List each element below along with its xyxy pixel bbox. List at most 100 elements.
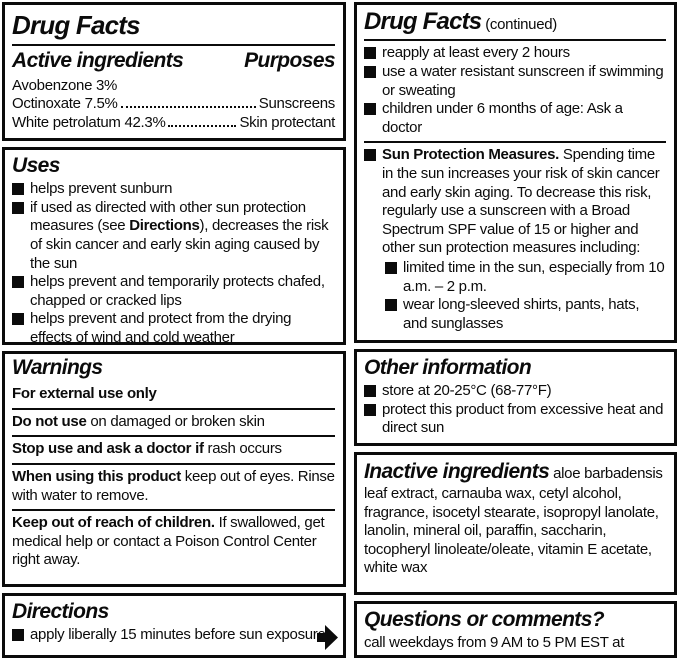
bold-segment: Sun Protection Measures. [382, 146, 560, 164]
phone-number: 1-877-227-3421 [364, 653, 666, 655]
continued-title-row: Drug Facts (continued) [364, 8, 666, 35]
divider [12, 43, 335, 46]
warning-row: Keep out of reach of children. If swallo… [12, 509, 335, 574]
list-item: helps prevent sunburn [12, 180, 335, 199]
square-bullet-icon [12, 276, 24, 289]
square-bullet-icon [364, 385, 376, 398]
warning-bold: For external use only [12, 385, 157, 403]
warning-text: If swallowed, get medical help or contac… [12, 514, 325, 569]
list-item-text: reapply at least every 2 hours [382, 44, 570, 62]
square-bullet-icon [364, 103, 376, 116]
square-bullet-icon [12, 201, 24, 214]
list-item-text: helps prevent and temporarily protects c… [30, 273, 325, 309]
square-bullet-icon [12, 313, 24, 326]
warning-bold: Stop use and ask a doctor if [12, 440, 204, 458]
bold-segment: Directions [129, 217, 200, 235]
square-bullet-icon [12, 183, 24, 196]
warnings-list: For external use only Do not use on dama… [12, 382, 335, 574]
ingredient-purpose: Sunscreens [258, 95, 336, 113]
ingredient-rows: Avobenzone 3% Octinoxate 7.5% Sunscreens… [12, 77, 335, 133]
sun-protection-text: Sun Protection Measures. Spending time i… [382, 146, 666, 258]
dotted-leader [120, 106, 256, 109]
square-bullet-icon [364, 149, 376, 162]
square-bullet-icon [364, 65, 376, 78]
list-item-text: store at 20-25°C (68-77°F) [382, 382, 552, 400]
directions-panel: Directions apply liberally 15 minutes be… [2, 593, 346, 658]
list-item: if used as directed with other sun prote… [12, 199, 335, 273]
ingredient-purpose: Skin protectant [239, 113, 335, 131]
square-bullet-icon [385, 261, 397, 274]
purposes-heading: Purposes [244, 48, 336, 72]
questions-panel: Questions or comments? call weekdays fro… [354, 601, 677, 658]
ingredient-name: Octinoxate 7.5% [12, 95, 118, 113]
other-information-panel: Other information store at 20-25°C (68-7… [354, 349, 677, 446]
dotted-leader [168, 124, 237, 127]
right-column: Drug Facts (continued) reapply at least … [354, 2, 677, 658]
list-item: wear long-sleeved shirts, pants, hats, a… [385, 296, 666, 333]
other-information-list: store at 20-25°C (68-77°F) protect this … [364, 382, 666, 438]
warning-bold: Keep out of reach of children. [12, 514, 215, 532]
square-bullet-icon [364, 47, 376, 60]
active-ingredients-heading: Active ingredients [12, 48, 184, 72]
list-item-text: protect this product from excessive heat… [382, 400, 664, 437]
questions-heading: Questions or comments? [364, 608, 605, 631]
left-column: Drug Facts Active ingredients Purposes A… [2, 2, 346, 658]
active-ingredients-header: Active ingredients Purposes [12, 48, 336, 75]
warnings-heading: Warnings [12, 356, 103, 379]
ingredient-row: White petrolatum 42.3% Skin protectant [12, 114, 335, 133]
warning-text: rash occurs [203, 440, 283, 458]
sun-protection-item: Sun Protection Measures. Spending time i… [364, 146, 666, 258]
list-item-text: wear long-sleeved shirts, pants, hats, a… [403, 296, 640, 332]
list-item: limited time in the sun, especially from… [385, 259, 666, 296]
list-item: apply liberally 15 minutes before sun ex… [12, 626, 335, 645]
directions-heading: Directions [12, 600, 109, 623]
list-item: helps prevent and temporarily protects c… [12, 273, 335, 310]
continued-list: reapply at least every 2 hours use a wat… [364, 44, 666, 137]
divider [364, 141, 666, 144]
list-item: helps prevent and protect from the dryin… [12, 310, 335, 342]
list-item-text: if used as directed with other sun prote… [30, 199, 335, 273]
other-information-heading: Other information [364, 356, 532, 379]
ingredient-name: Avobenzone 3% [12, 76, 118, 94]
warning-row: When using this product keep out of eyes… [12, 462, 335, 509]
drug-facts-title: Drug Facts [12, 10, 141, 40]
text-segment: aloe barbadensis leaf extract, carnauba … [364, 465, 663, 577]
inactive-ingredients-panel: Inactive ingredients aloe barbadensis le… [354, 452, 677, 595]
warning-text: keep out of eyes. Rinse with water to re… [12, 467, 335, 504]
continued-label: (continued) [485, 16, 557, 33]
warning-bold: When using this product [12, 467, 181, 485]
list-item: reapply at least every 2 hours [364, 44, 666, 63]
ingredient-row: Avobenzone 3% [12, 77, 335, 96]
warning-row: For external use only [12, 382, 335, 408]
list-item: protect this product from excessive heat… [364, 401, 666, 438]
list-item-text: apply liberally 15 minutes before sun ex… [30, 626, 326, 644]
list-item-text: children under 6 months of age: Ask a do… [382, 100, 623, 136]
warnings-panel: Warnings For external use only Do not us… [2, 351, 346, 587]
drug-facts-continued-title: Drug Facts [364, 8, 482, 35]
square-bullet-icon [12, 629, 24, 642]
ingredient-name: White petrolatum 42.3% [12, 113, 166, 131]
inactive-ingredients-heading: Inactive ingredients [364, 460, 550, 483]
warning-text: on damaged or broken skin [86, 412, 265, 430]
list-item: children under 6 months of age: Ask a do… [364, 100, 666, 137]
uses-panel: Uses helps prevent sunburn if used as di… [2, 147, 346, 345]
text-segment: if used as directed with other sun prote… [30, 198, 306, 235]
continued-panel: Drug Facts (continued) reapply at least … [354, 2, 677, 343]
text-segment: Spending time in the sun increases your … [382, 146, 660, 257]
continue-arrow-icon [317, 625, 338, 650]
list-item-text: helps prevent sunburn [30, 180, 173, 198]
list-item: store at 20-25°C (68-77°F) [364, 382, 666, 401]
list-item: use a water resistant sunscreen if swimm… [364, 63, 666, 100]
list-item-text: limited time in the sun, especially from… [403, 258, 665, 295]
uses-list: helps prevent sunburn if used as directe… [12, 180, 335, 342]
warning-row: Do not use on damaged or broken skin [12, 407, 335, 436]
text-segment: ), decreases the risk of skin cancer and… [30, 217, 329, 272]
warning-row: Stop use and ask a doctor if rash occurs [12, 435, 335, 463]
divider [364, 39, 666, 42]
ingredient-row: Octinoxate 7.5% Sunscreens [12, 95, 335, 114]
square-bullet-icon [385, 299, 397, 312]
inactive-ingredients-text: Inactive ingredients aloe barbadensis le… [364, 459, 666, 578]
questions-line: call weekdays from 9 AM to 5 PM EST at [364, 634, 625, 652]
square-bullet-icon [364, 403, 376, 416]
